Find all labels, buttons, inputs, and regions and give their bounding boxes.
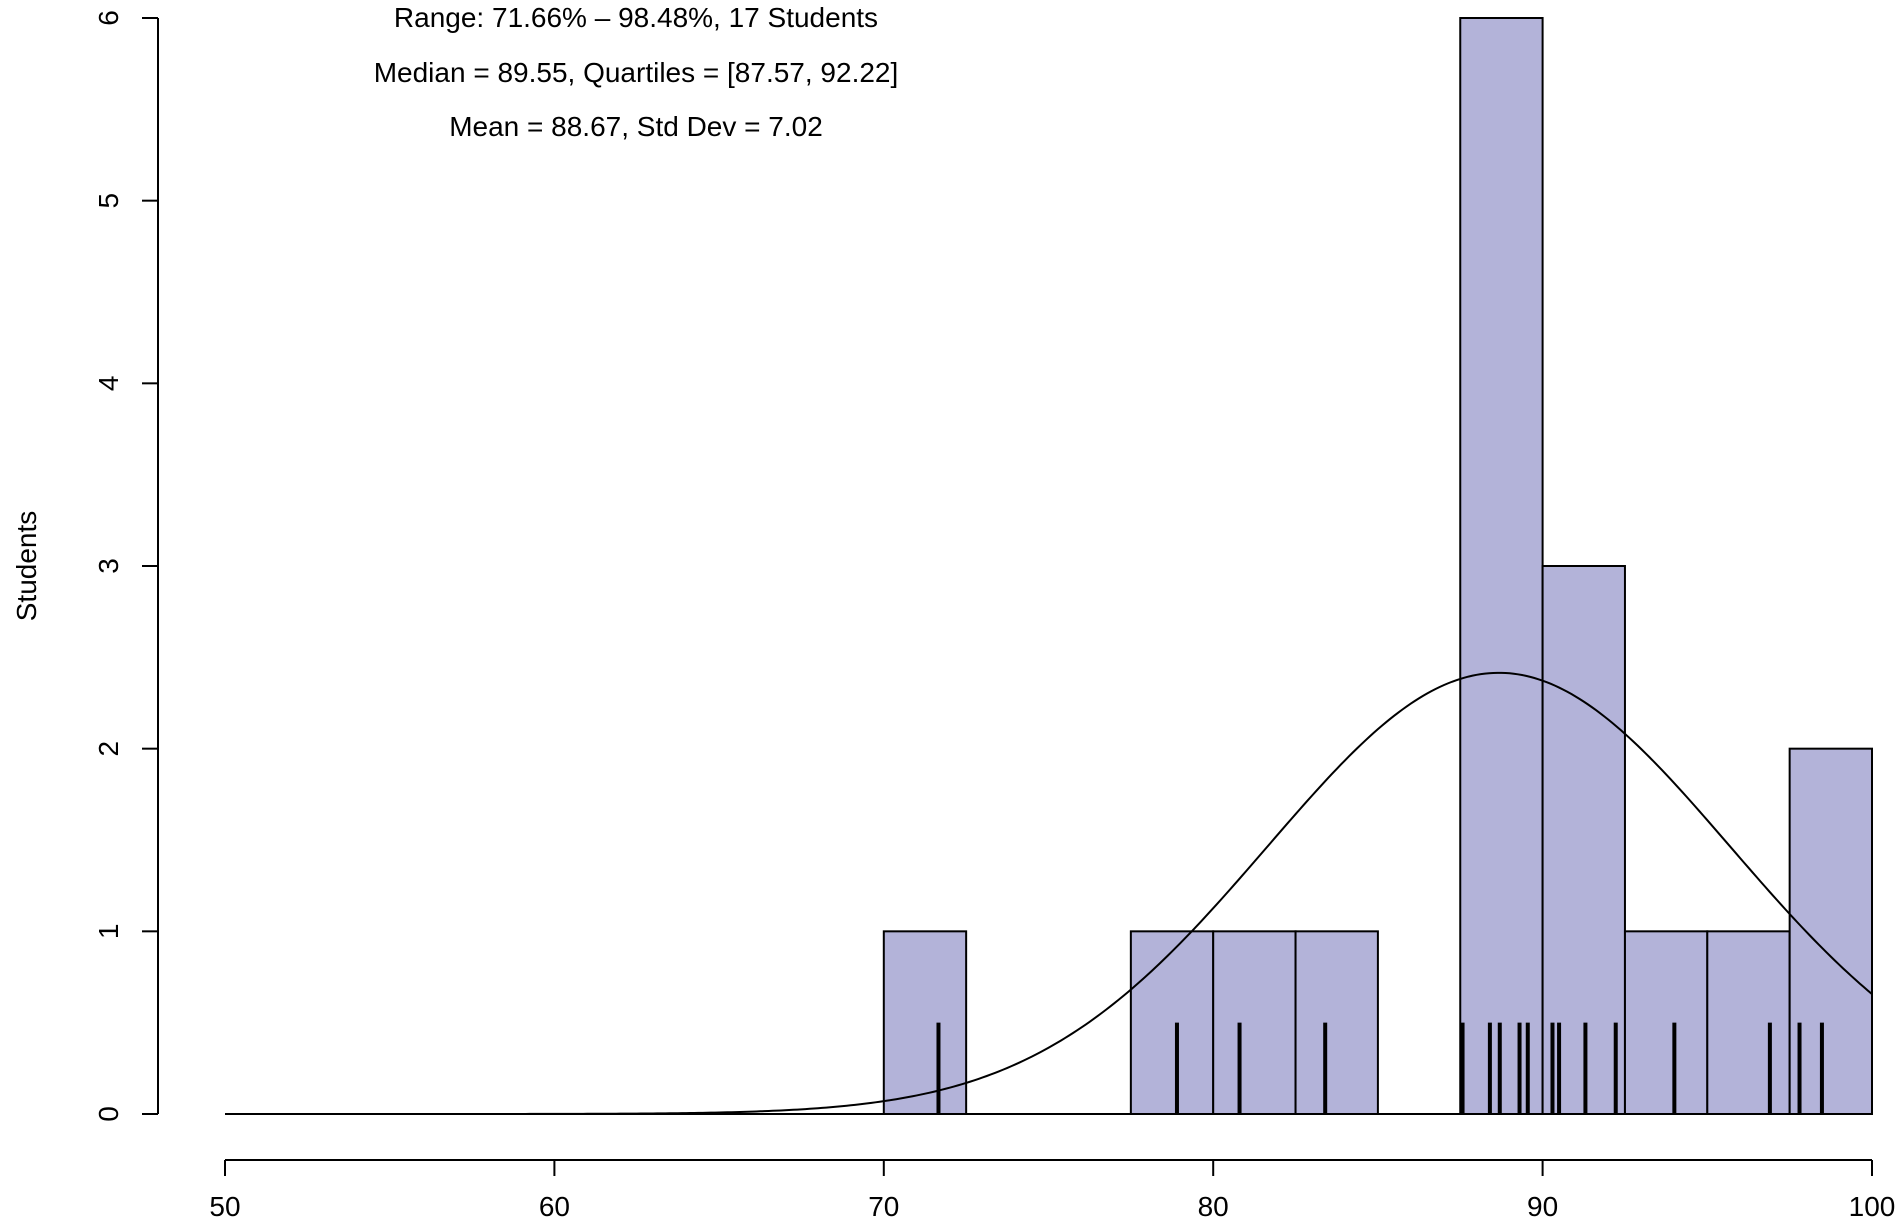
histogram-bar-6 bbox=[1623, 930, 1709, 1115]
x-tick-label-80: 80 bbox=[1198, 1191, 1229, 1222]
normal-density-curve bbox=[225, 671, 1873, 1115]
histogram-bar-8 bbox=[1788, 747, 1874, 1116]
x-tick-label-60: 60 bbox=[539, 1191, 570, 1222]
x-tick-label-70: 70 bbox=[868, 1191, 899, 1222]
y-axis: 0 1 2 3 4 5 6 bbox=[93, 10, 159, 1122]
annotation-line-3: Mean = 88.67, Std Dev = 7.02 bbox=[449, 111, 823, 142]
x-tick-label-100: 100 bbox=[1849, 1191, 1896, 1222]
y-tick-label-4: 4 bbox=[93, 376, 124, 392]
annotation-line-1: Range: 71.66% – 98.48%, 17 Students bbox=[394, 2, 878, 33]
histogram-bar-3 bbox=[1294, 930, 1379, 1115]
y-tick-label-1: 1 bbox=[93, 924, 124, 940]
y-tick-label-0: 0 bbox=[93, 1106, 124, 1122]
histogram-bar-7 bbox=[1706, 930, 1791, 1115]
histogram-bar-4 bbox=[1459, 17, 1544, 1115]
histogram-bar-2 bbox=[1212, 930, 1297, 1115]
rug-ticks bbox=[936, 1022, 1824, 1114]
y-tick-label-2: 2 bbox=[93, 741, 124, 757]
summary-annotations: Range: 71.66% – 98.48%, 17 Students Media… bbox=[374, 2, 899, 142]
y-tick-label-3: 3 bbox=[93, 558, 124, 574]
histogram-bar-1 bbox=[1129, 930, 1215, 1115]
y-tick-label-5: 5 bbox=[93, 193, 124, 209]
histogram-bar-0 bbox=[882, 930, 968, 1115]
x-tick-label-90: 90 bbox=[1527, 1191, 1558, 1222]
histogram-bars bbox=[225, 17, 1874, 1116]
annotation-line-2: Median = 89.55, Quartiles = [87.57, 92.2… bbox=[374, 57, 899, 88]
x-axis: 50 60 70 80 90 100 bbox=[209, 1159, 1896, 1222]
y-axis-title: Students bbox=[11, 511, 42, 622]
x-tick-label-50: 50 bbox=[209, 1191, 240, 1222]
y-tick-label-6: 6 bbox=[93, 10, 124, 26]
